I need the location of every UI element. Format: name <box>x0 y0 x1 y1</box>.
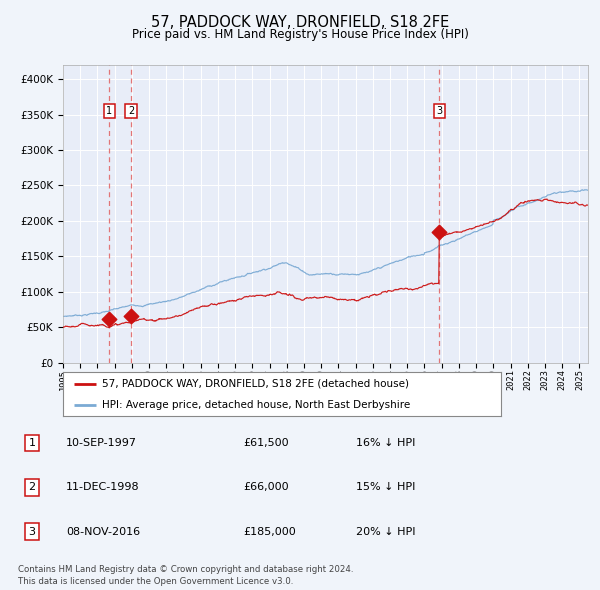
Text: £61,500: £61,500 <box>244 438 289 448</box>
Text: This data is licensed under the Open Government Licence v3.0.: This data is licensed under the Open Gov… <box>18 577 293 586</box>
Text: Price paid vs. HM Land Registry's House Price Index (HPI): Price paid vs. HM Land Registry's House … <box>131 28 469 41</box>
Text: 16% ↓ HPI: 16% ↓ HPI <box>356 438 416 448</box>
Text: 2: 2 <box>29 483 35 492</box>
Text: 3: 3 <box>29 527 35 536</box>
Text: 10-SEP-1997: 10-SEP-1997 <box>66 438 137 448</box>
Text: 3: 3 <box>436 106 442 116</box>
Point <box>126 312 136 321</box>
Text: 11-DEC-1998: 11-DEC-1998 <box>66 483 140 492</box>
Point <box>434 227 444 237</box>
Text: 1: 1 <box>106 106 113 116</box>
Text: 2: 2 <box>128 106 134 116</box>
Text: £66,000: £66,000 <box>244 483 289 492</box>
Text: HPI: Average price, detached house, North East Derbyshire: HPI: Average price, detached house, Nort… <box>103 400 410 410</box>
Text: £185,000: £185,000 <box>244 527 296 536</box>
Point <box>104 314 114 324</box>
Text: Contains HM Land Registry data © Crown copyright and database right 2024.: Contains HM Land Registry data © Crown c… <box>18 565 353 574</box>
Text: 57, PADDOCK WAY, DRONFIELD, S18 2FE: 57, PADDOCK WAY, DRONFIELD, S18 2FE <box>151 15 449 30</box>
Text: 57, PADDOCK WAY, DRONFIELD, S18 2FE (detached house): 57, PADDOCK WAY, DRONFIELD, S18 2FE (det… <box>103 379 409 389</box>
Text: 1: 1 <box>29 438 35 448</box>
Text: 15% ↓ HPI: 15% ↓ HPI <box>356 483 416 492</box>
Text: 08-NOV-2016: 08-NOV-2016 <box>66 527 140 536</box>
Text: 20% ↓ HPI: 20% ↓ HPI <box>356 527 416 536</box>
